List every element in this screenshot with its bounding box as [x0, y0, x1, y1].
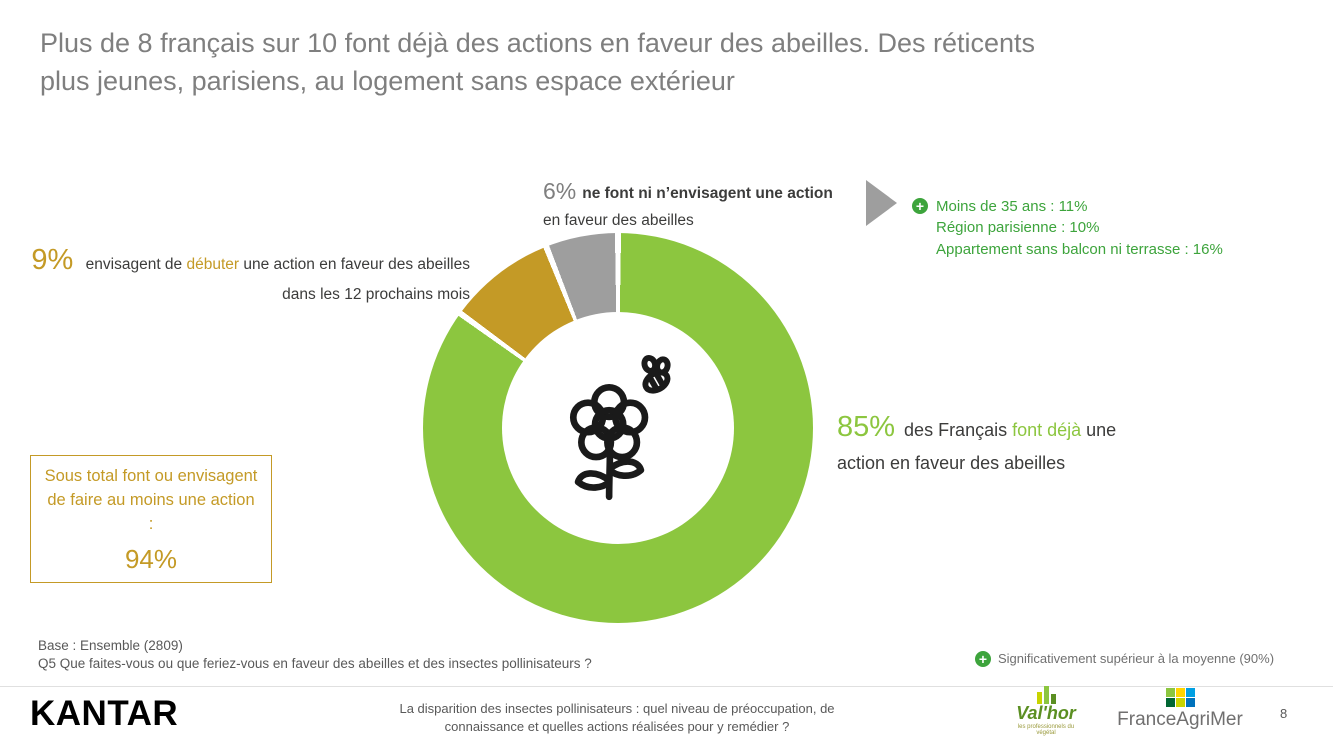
significance-callout: + Moins de 35 ans : 11% Région parisienn…: [912, 196, 1223, 260]
significance-line: Appartement sans balcon ni terrasse : 16…: [936, 240, 1223, 258]
significance-lines: Moins de 35 ans : 11% Région parisienne …: [936, 196, 1223, 260]
callout-6pct-text-bold: ne font ni n’envisagent une action: [582, 185, 833, 202]
plus-icon: +: [912, 198, 928, 214]
study-title: La disparition des insectes pollinisateu…: [367, 700, 867, 736]
significance-line: Région parisienne : 10%: [936, 219, 1100, 237]
significance-line: Moins de 35 ans : 11%: [936, 198, 1088, 215]
callout-9pct-text-before: envisagent de: [81, 256, 187, 273]
valhor-logo: Val'hor les professionnels du végétal: [1014, 686, 1078, 736]
valhor-bars-icon: [1014, 686, 1078, 704]
page-title: Plus de 8 français sur 10 font déjà des …: [40, 24, 1300, 101]
subtotal-value: 94%: [124, 543, 178, 574]
subtotal-box: Sous total font ou envisagent de faire a…: [30, 455, 272, 583]
callout-9pct: 9% envisagent de débuter une action en f…: [26, 238, 470, 307]
franceagrimer-name: FranceAgriMer: [1117, 709, 1243, 730]
valhor-tagline: les professionnels du végétal: [1017, 723, 1075, 736]
callout-85pct: 85% des Français font déjà une action en…: [837, 405, 1139, 478]
question-note: Q5 Que faites-vous ou que feriez-vous en…: [38, 656, 592, 671]
franceagrimer-logo: FranceAgriMer: [1112, 684, 1248, 731]
title-line2: plus jeunes, parisiens, au logement sans…: [40, 66, 735, 97]
page-number: 8: [1280, 706, 1288, 721]
study-title-line2: connaissance et quelles actions réalisée…: [444, 719, 790, 735]
callout-85pct-text-1: des Français: [899, 420, 1013, 440]
donut-hole: [502, 312, 734, 544]
callout-85pct-value: 85%: [837, 411, 896, 443]
base-note: Base : Ensemble (2809): [38, 638, 183, 653]
callout-9pct-highlight: débuter: [186, 256, 240, 273]
significance-legend-text: Significativement supérieur à la moyenne…: [998, 650, 1275, 666]
callout-85pct-highlight: font déjà: [1012, 420, 1082, 440]
significance-legend: + Significativement supérieur à la moyen…: [975, 649, 1274, 667]
callout-6pct-value: 6%: [543, 178, 577, 204]
callout-9pct-value: 9%: [31, 244, 74, 276]
callout-85pct-text-2: une action en faveur des abeilles: [837, 420, 1117, 473]
plus-icon: +: [975, 651, 991, 667]
callout-6pct-text-line2: en faveur des abeilles: [543, 211, 694, 229]
arrow-right-icon: [866, 180, 897, 226]
study-title-line1: La disparition des insectes pollinisateu…: [399, 701, 835, 716]
subtotal-label: Sous total font ou envisagent de faire a…: [44, 467, 258, 533]
callout-9pct-text-after: une action en faveur des abeilles dans l…: [239, 256, 470, 303]
flower-bee-icon: [569, 354, 671, 501]
franceagrimer-mosaic-icon: [1165, 688, 1195, 707]
valhor-name: Val'hor: [1016, 703, 1076, 723]
callout-6pct: 6% ne font ni n’envisagent une action en …: [543, 174, 873, 232]
donut-chart: [423, 233, 813, 623]
title-line1: Plus de 8 français sur 10 font déjà des …: [40, 28, 1036, 58]
footer-divider: [0, 686, 1333, 687]
kantar-logo: KANTAR: [30, 694, 179, 733]
